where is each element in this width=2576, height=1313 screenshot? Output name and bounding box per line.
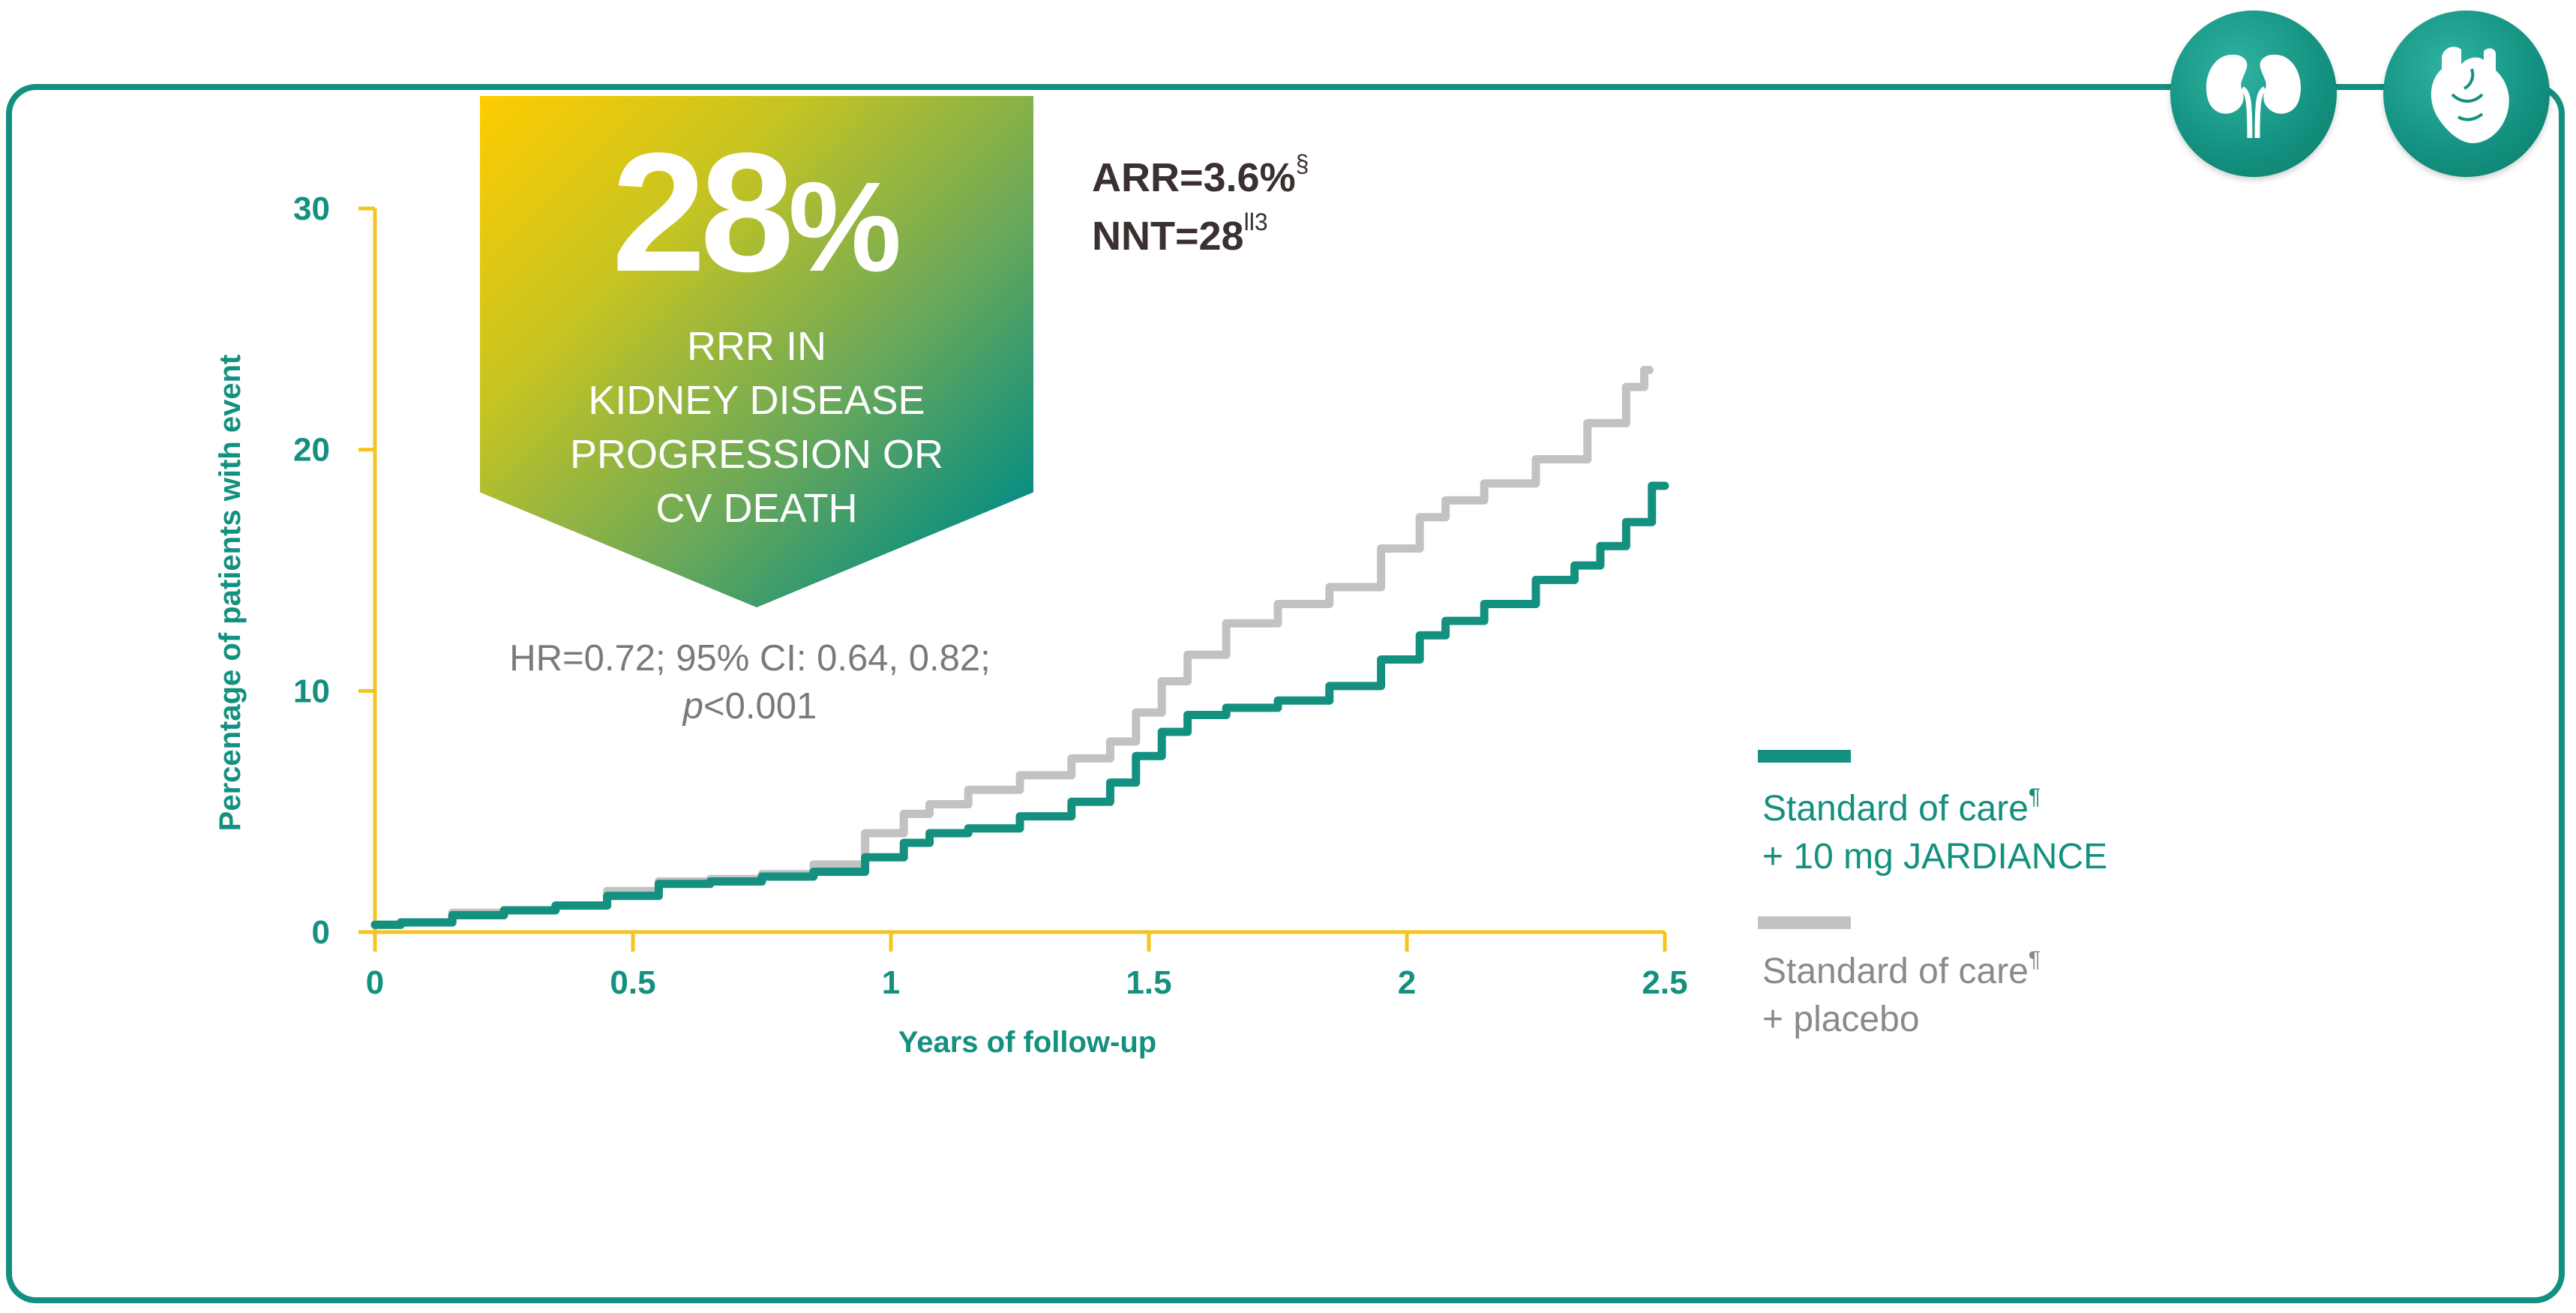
banner-arrow-shape [480,96,1033,607]
x-axis-label: Years of follow-up [898,1026,1156,1059]
kidney-icon [2170,10,2337,177]
rrr-caption-line: PROGRESSION OR [569,432,944,477]
chart-series-layer [370,366,1669,929]
y-tick-label: 0 [312,914,330,951]
x-tick-label: 1 [882,964,900,1001]
rrr-percent-sign: % [788,156,902,298]
rrr-number: 28 [611,117,794,307]
rrr-percentage: 28% [480,127,1033,297]
chart-axes [373,208,1665,934]
rrr-caption: RRR IN KIDNEY DISEASE PROGRESSION OR CV … [480,319,1033,535]
stats-block: ARR=3.6%§ NNT=28ll3 [1092,148,1309,265]
x-tick-label: 1.5 [1126,964,1171,1001]
nnt-footnote: ll3 [1243,208,1268,235]
p-value: <0.001 [703,686,817,727]
nnt-stat: NNT=28ll3 [1092,208,1268,259]
legend-swatch-placebo [1758,916,1851,929]
legend-footnote: ¶ [2028,784,2041,809]
arr-footnote: § [1295,150,1309,177]
series-line-placebo [370,366,1654,929]
legend-swatch-jardiance [1758,750,1851,763]
heart-icon [2383,10,2550,177]
rrr-caption-line: CV DEATH [655,486,858,531]
x-tick-label: 0.5 [610,964,655,1001]
y-tick-label: 10 [293,673,330,709]
content-card-frame [6,84,2565,1303]
y-tick-label: 20 [293,432,330,469]
x-tick-label: 2.5 [1642,964,1687,1001]
hr-line: HR=0.72; 95% CI: 0.64, 0.82; [509,638,991,679]
rrr-caption-line: RRR IN [687,324,826,369]
legend-entry-placebo: Standard of care¶ + placebo [1762,947,2041,1040]
rrr-banner: 28% RRR IN KIDNEY DISEASE PROGRESSION OR… [480,96,1033,607]
hazard-ratio-text: HR=0.72; 95% CI: 0.64, 0.82; p<0.001 [450,634,1050,730]
legend-footnote: ¶ [2028,947,2041,972]
p-value-line: p<0.001 [450,682,1050,730]
series-line-jardiance [370,481,1669,929]
arr-stat: ARR=3.6%§ [1092,150,1309,200]
x-tick-label: 0 [366,964,384,1001]
x-tick-label: 2 [1398,964,1416,1001]
y-tick-label: 30 [293,190,330,227]
p-label: p [682,686,703,727]
y-axis-label: Percentage of patients with event [214,355,247,832]
rrr-caption-line: KIDNEY DISEASE [588,378,925,423]
chart-ticks: 0 10 20 30 0 0.5 1 1.5 2 2.5 [293,190,1688,1001]
legend-entry-jardiance: Standard of care¶ + 10 mg JARDIANCE [1762,784,2108,877]
